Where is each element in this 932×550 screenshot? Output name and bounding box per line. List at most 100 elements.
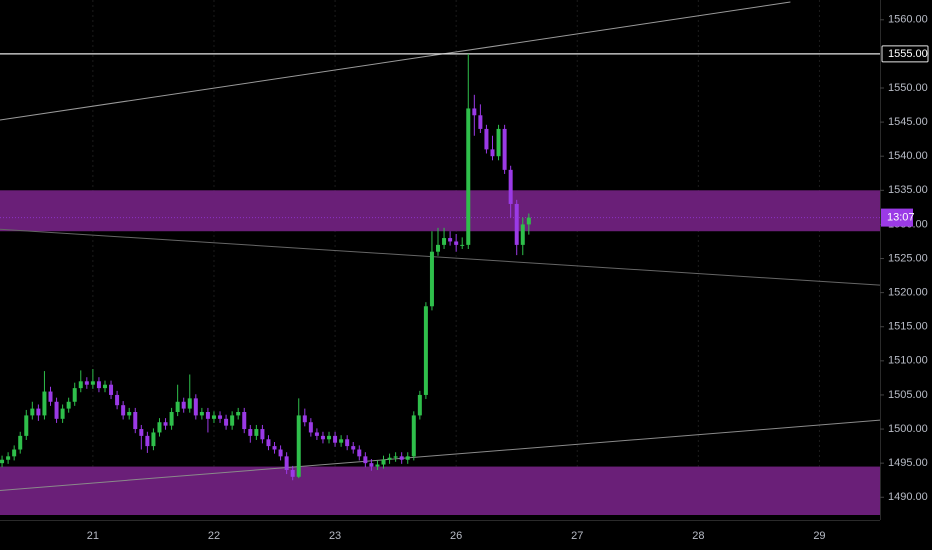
candle-body <box>236 412 241 416</box>
x-tick-label: 22 <box>208 530 220 542</box>
zone <box>0 190 880 232</box>
candle-body <box>248 429 253 436</box>
candle-body <box>339 439 344 443</box>
y-tick-label: 1560.00 <box>888 14 928 26</box>
y-tick-label: 1540.00 <box>888 150 928 162</box>
candle-body <box>42 391 47 416</box>
level-label-box <box>881 45 929 63</box>
x-tick-label: 27 <box>571 530 583 542</box>
level-label: 1555.00 <box>888 48 928 60</box>
trendline <box>0 419 881 491</box>
candle-body <box>102 384 107 389</box>
candle-body <box>320 435 325 440</box>
candle-body <box>18 435 23 450</box>
candle-body <box>520 224 525 245</box>
x-tick-label: 21 <box>87 530 99 542</box>
candle-body <box>211 415 216 419</box>
candle-body <box>448 238 453 242</box>
candle-body <box>163 422 168 426</box>
candle-body <box>399 456 404 460</box>
candle-body <box>381 459 386 465</box>
candle-body <box>193 398 198 416</box>
candle-body <box>48 391 53 402</box>
candle-body <box>96 381 101 389</box>
candle-body <box>314 432 319 436</box>
candle-body <box>12 449 17 457</box>
candle-body <box>24 415 29 436</box>
y-tick-label: 1490.00 <box>888 491 928 503</box>
candle-body <box>181 401 186 409</box>
candle-body <box>0 459 5 464</box>
candle-body <box>60 408 65 419</box>
candle-body <box>205 412 210 419</box>
trendline <box>0 228 881 286</box>
candle-body <box>121 405 126 416</box>
y-tick-label: 1505.00 <box>888 389 928 401</box>
candle-body <box>526 217 531 225</box>
candle-body <box>169 412 174 426</box>
candle-body <box>115 394 120 406</box>
candle-body <box>411 415 416 457</box>
candle-body <box>254 429 259 436</box>
candle-body <box>109 384 114 395</box>
candle-body <box>454 241 459 245</box>
candle-body <box>290 469 295 477</box>
candle-body <box>351 446 356 450</box>
x-tick-label: 28 <box>692 530 704 542</box>
candle-body <box>442 238 447 245</box>
candle-body <box>36 408 41 416</box>
candle-body <box>502 128 507 170</box>
candle-body <box>417 394 422 416</box>
candle-body <box>405 456 410 460</box>
candle-body <box>508 169 513 204</box>
y-tick-label: 1520.00 <box>888 287 928 299</box>
candle-body <box>272 446 277 450</box>
candle-body <box>90 381 95 385</box>
candle-body <box>230 415 235 426</box>
candle-body <box>496 128 501 157</box>
candle-body <box>84 381 89 385</box>
candle-body <box>363 456 368 464</box>
y-tick-label: 1495.00 <box>888 457 928 469</box>
candle-body <box>357 449 362 457</box>
candle-body <box>6 456 11 460</box>
candle-body <box>224 418 229 426</box>
y-tick-label: 1515.00 <box>888 321 928 333</box>
y-tick-label: 1550.00 <box>888 82 928 94</box>
candle-body <box>139 429 144 436</box>
candle-body <box>387 457 392 460</box>
candle-body <box>369 463 374 467</box>
candle-body <box>151 432 156 447</box>
y-tick-label: 1510.00 <box>888 355 928 367</box>
candle-body <box>199 412 204 416</box>
candle-body <box>175 401 180 412</box>
candle-body <box>429 251 434 307</box>
candle-body <box>490 149 495 157</box>
y-tick-label: 1525.00 <box>888 252 928 264</box>
current-price-box <box>881 208 913 227</box>
trendline <box>0 1 791 121</box>
candle-body <box>393 456 398 458</box>
candle-body <box>266 439 271 447</box>
candle-body <box>284 456 289 470</box>
candle-body <box>333 435 338 443</box>
candle-body <box>187 398 192 409</box>
candle-body <box>302 415 307 423</box>
candle-body <box>133 412 138 430</box>
candle-body <box>127 412 132 416</box>
candle-body <box>423 306 428 395</box>
candle-body <box>484 128 489 150</box>
candle-body <box>514 203 519 245</box>
candle-body <box>54 401 59 419</box>
x-tick-label: 26 <box>450 530 462 542</box>
candle-body <box>72 388 77 402</box>
countdown-label: 13:07 <box>887 212 915 224</box>
y-tick-label: 1500.00 <box>888 423 928 435</box>
candle-body <box>278 449 283 457</box>
x-tick-label: 29 <box>813 530 825 542</box>
candle-body <box>375 464 380 467</box>
candle-body <box>260 429 265 440</box>
